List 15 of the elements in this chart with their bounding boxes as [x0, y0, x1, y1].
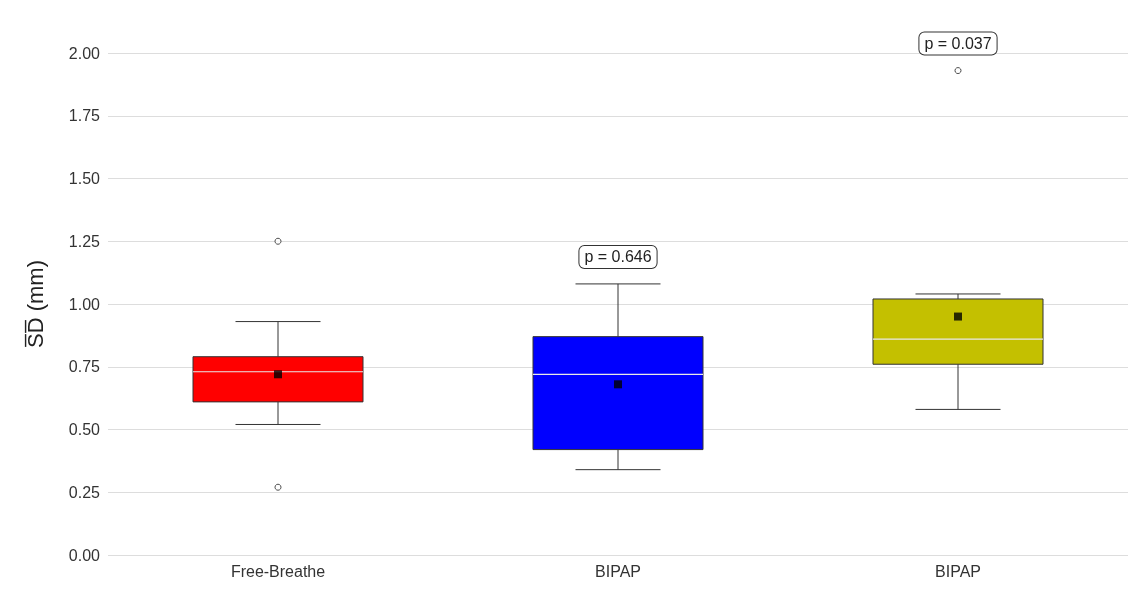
y-tick-label: 1.25 [68, 232, 101, 250]
y-tick-label: 0.25 [68, 483, 101, 501]
y-tick-label: 1.75 [68, 107, 101, 125]
annotation: p = 0.646 [584, 248, 652, 266]
y-axis-title: S̅D̅ (mm) [22, 260, 48, 348]
x-tick-label: BIPAP [595, 562, 641, 580]
y-tick-label: 0.50 [68, 421, 101, 438]
x-tick-label: BIPAP [935, 562, 981, 580]
y-tick-label: 1.50 [68, 170, 101, 187]
y-tick-label: 2.00 [68, 44, 101, 62]
y-tick-label: 0.00 [68, 546, 101, 564]
y-tick-label: 0.75 [68, 358, 101, 376]
text: p = 0.037 [924, 35, 992, 53]
x-tick-label: Free-Breathe [230, 562, 326, 580]
y-tick-label: 1.00 [68, 295, 101, 313]
